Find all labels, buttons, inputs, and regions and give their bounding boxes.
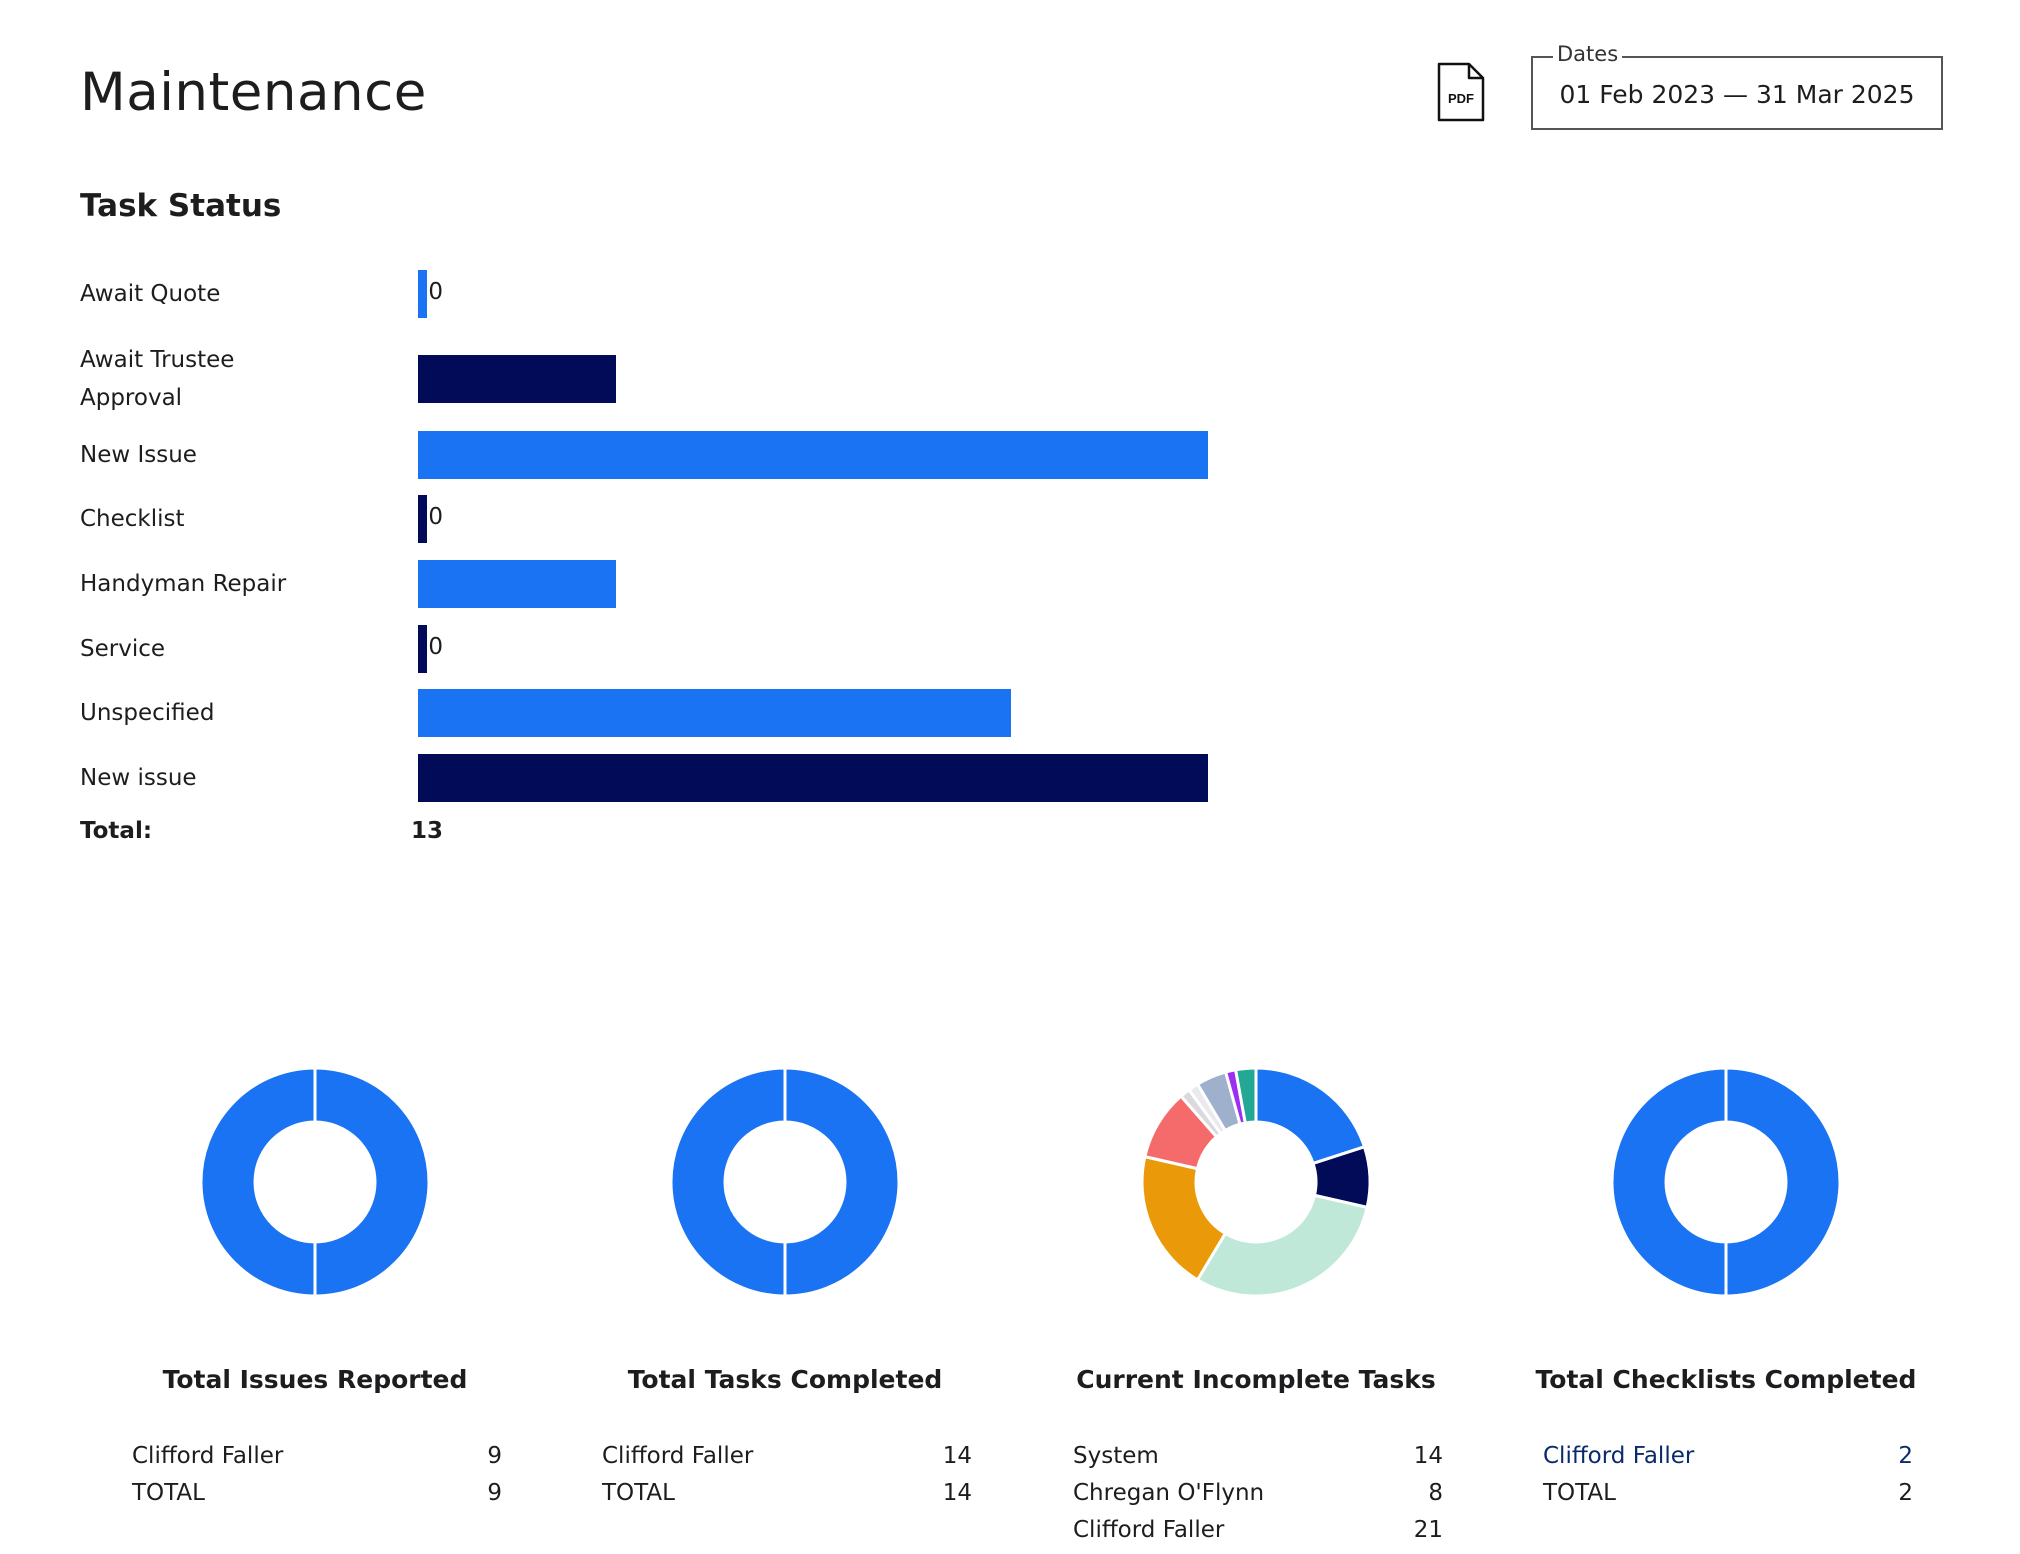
summary-row-name[interactable]: Clifford Faller: [1543, 1443, 1695, 1469]
summary-row-value: 14: [942, 1480, 972, 1506]
summary-row: TOTAL 14: [602, 1480, 972, 1517]
date-range-field[interactable]: Dates 01 Feb 2023 — 31 Mar 2025: [1531, 42, 1943, 130]
task-status-label: Handyman Repair: [80, 571, 287, 597]
task-status-bar: [418, 431, 1208, 479]
summary-row-name: Clifford Faller: [1073, 1517, 1225, 1543]
summary-table: System 14 Chregan O'Flynn 8 Clifford Faller 2…: [1073, 1443, 1443, 1554]
pdf-file-icon: PDF: [1437, 62, 1485, 122]
donut-slice: [1195, 1193, 1369, 1298]
donut-slice: [1254, 1066, 1367, 1166]
summary-title: Total Issues Reported: [162, 1365, 468, 1394]
summary-row: TOTAL 2: [1543, 1480, 1913, 1517]
donut-slice: [1233, 1066, 1258, 1125]
donut-svg: [669, 1066, 901, 1298]
summary-table: Clifford Faller 14 TOTAL 14: [602, 1443, 972, 1517]
pdf-label: PDF: [1448, 91, 1474, 106]
page-title: Maintenance: [80, 62, 427, 123]
task-status-row: New issue4: [80, 746, 1280, 810]
task-status-bar: [418, 625, 427, 673]
summary-row-name: System: [1073, 1443, 1159, 1469]
summary-row-value: 9: [487, 1443, 502, 1469]
summary-row: Clifford Faller 9: [132, 1443, 502, 1480]
task-status-total: Total: 13: [80, 818, 443, 844]
donut-slice: [1140, 1154, 1228, 1282]
date-range-legend: Dates: [1553, 42, 1623, 66]
task-status-count: 0: [428, 504, 443, 530]
summary-row[interactable]: Clifford Faller 2: [1543, 1443, 1913, 1480]
donut-chart: [1606, 1062, 1846, 1302]
summary-title: Total Tasks Completed: [627, 1365, 943, 1394]
summary-row-value: 14: [942, 1443, 972, 1469]
summary-row-value: 2: [1898, 1443, 1913, 1469]
task-status-bar: [418, 355, 616, 403]
donut-svg: [1140, 1066, 1372, 1298]
summary-row: Clifford Faller 14: [602, 1443, 972, 1480]
donut-svg: [1610, 1066, 1842, 1298]
task-status-count: 0: [428, 279, 443, 305]
task-status-row: Unspecified3: [80, 681, 1280, 745]
total-label: Total:: [80, 818, 153, 844]
pdf-export-button[interactable]: PDF: [1435, 62, 1487, 124]
task-status-row: Service 0: [80, 617, 1280, 681]
summary-row-value: 2: [1898, 1480, 1913, 1506]
task-status-title: Task Status: [80, 188, 282, 224]
task-status-bar: [418, 560, 616, 608]
task-status-row: Handyman Repair1: [80, 552, 1280, 616]
donut-chart: [195, 1062, 435, 1302]
donut-slice: [199, 1066, 431, 1298]
task-status-row: Await Trustee Approval1: [80, 333, 1280, 425]
donut-slice: [669, 1066, 901, 1298]
donut-chart: [665, 1062, 905, 1302]
summary-row-name: Chregan O'Flynn: [1073, 1480, 1265, 1506]
summary-row: TOTAL 9: [132, 1480, 502, 1517]
task-status-label: Await Trustee Approval: [80, 347, 235, 411]
donut-svg: [199, 1066, 431, 1298]
summary-row-value: 21: [1413, 1517, 1443, 1543]
task-status-bar: [418, 754, 1208, 802]
summary-row-name: TOTAL: [602, 1480, 675, 1506]
summary-title: Current Incomplete Tasks: [1076, 1365, 1436, 1394]
donut-chart: [1136, 1062, 1376, 1302]
task-status-bar: [418, 495, 427, 543]
date-range-value: 01 Feb 2023 — 31 Mar 2025: [1559, 80, 1915, 109]
task-status-bar: [418, 270, 427, 318]
summary-row-name: Clifford Faller: [132, 1443, 284, 1469]
task-status-label: New issue: [80, 765, 197, 791]
total-value: 13: [410, 818, 443, 844]
task-status-label: Checklist: [80, 506, 185, 532]
task-status-label: Unspecified: [80, 700, 215, 726]
summary-row-name: Clifford Faller: [602, 1443, 754, 1469]
summary-row: Clifford Faller 21: [1073, 1517, 1443, 1554]
task-status-count: 0: [428, 634, 443, 660]
task-status-row: Checklist 0: [80, 487, 1280, 551]
summary-row: System 14: [1073, 1443, 1443, 1480]
summary-row-value: 9: [487, 1480, 502, 1506]
summary-title: Total Checklists Completed: [1535, 1365, 1917, 1394]
summary-row-value: 8: [1428, 1480, 1443, 1506]
donut-slice: [1610, 1066, 1842, 1298]
summary-row-value: 14: [1413, 1443, 1443, 1469]
summary-row-name: TOTAL: [132, 1480, 205, 1506]
task-status-bar: [418, 689, 1011, 737]
task-status-label: Service: [80, 636, 166, 662]
task-status-label: New Issue: [80, 442, 197, 468]
task-status-row: Await Quote 0: [80, 262, 1280, 326]
summary-row: Chregan O'Flynn 8: [1073, 1480, 1443, 1517]
summary-table: Clifford Faller 2 TOTAL 2: [1543, 1443, 1913, 1517]
task-status-label: Await Quote: [80, 281, 221, 307]
task-status-row: New Issue4: [80, 423, 1280, 487]
summary-table: Clifford Faller 9 TOTAL 9: [132, 1443, 502, 1517]
summary-row-name: TOTAL: [1543, 1480, 1616, 1506]
